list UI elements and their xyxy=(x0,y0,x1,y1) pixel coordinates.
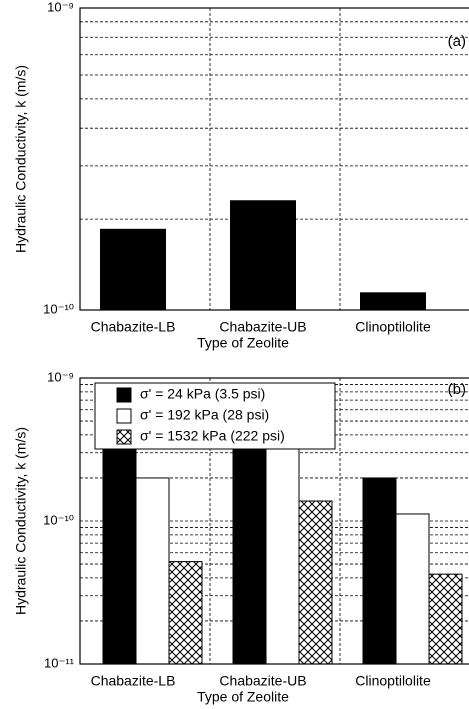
x-axis-label: Type of Zeolite xyxy=(197,689,289,705)
y-tick-label: 10⁻¹⁰ xyxy=(43,301,74,316)
x-tick-label: Clinoptilolite xyxy=(355,319,431,335)
bar xyxy=(362,477,397,665)
legend-swatch xyxy=(116,387,132,403)
x-tick-label: Chabazite-UB xyxy=(219,319,306,335)
legend-swatch xyxy=(116,408,132,424)
x-tick-label: Chabazite-UB xyxy=(219,673,306,689)
y-axis-label: Hydraulic Conductivity, k (m/s) xyxy=(13,65,29,253)
bar xyxy=(102,442,137,665)
x-tick-label: Clinoptilolite xyxy=(355,673,431,689)
plot-frame xyxy=(79,377,469,665)
y-tick-label: 10⁻⁹ xyxy=(47,0,74,14)
plot-frame xyxy=(79,7,469,311)
panel-label: (b) xyxy=(448,381,466,398)
bar xyxy=(360,292,426,311)
bar xyxy=(265,444,300,665)
legend-box xyxy=(94,382,336,450)
y-tick-label: 10⁻¹¹ xyxy=(44,655,75,670)
bar xyxy=(232,425,267,665)
bar xyxy=(395,513,430,665)
bar xyxy=(168,561,203,665)
legend-label: σ' = 192 kPa (28 psi) xyxy=(140,407,269,423)
bar xyxy=(298,500,333,665)
legend-label: σ' = 24 kPa (3.5 psi) xyxy=(140,386,265,402)
bar xyxy=(135,477,170,665)
panel-label: (a) xyxy=(448,33,466,50)
legend-label: σ' = 1532 kPa (222 psi) xyxy=(140,428,285,444)
bar xyxy=(100,228,166,311)
y-tick-label: 10⁻¹⁰ xyxy=(43,512,74,527)
x-tick-label: Chabazite-LB xyxy=(91,673,176,689)
x-axis-label: Type of Zeolite xyxy=(197,335,289,351)
y-tick-label: 10⁻⁹ xyxy=(47,369,74,384)
legend-swatch xyxy=(116,429,132,445)
y-axis-label: Hydraulic Conductivity, k (m/s) xyxy=(13,427,29,615)
bar xyxy=(230,200,296,311)
bar xyxy=(428,573,463,665)
x-tick-label: Chabazite-LB xyxy=(91,319,176,335)
